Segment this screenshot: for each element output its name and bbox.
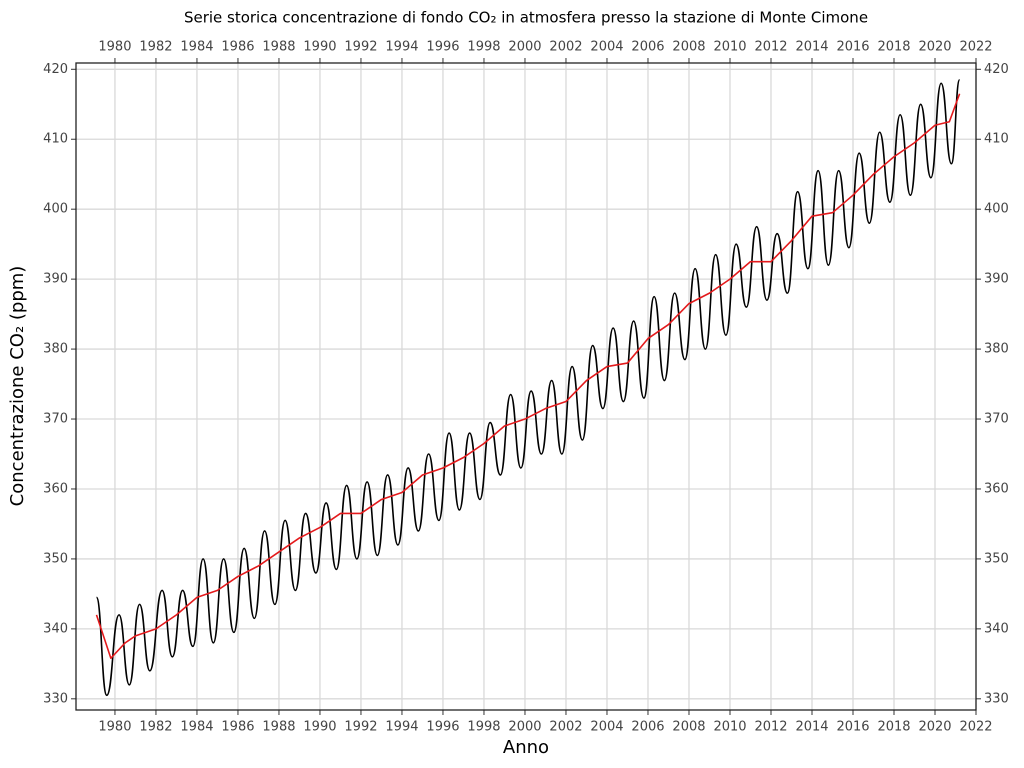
x-tick-label-top: 1992 xyxy=(344,40,377,55)
x-tick-label-top: 1982 xyxy=(139,40,172,55)
y-tick-label: 350 xyxy=(43,551,68,566)
x-tick-label-top: 1996 xyxy=(426,40,459,55)
x-tick-label-top: 2020 xyxy=(918,40,951,55)
series-line xyxy=(95,78,961,697)
x-tick-label-top: 2006 xyxy=(631,40,664,55)
x-tick-label: 2004 xyxy=(590,720,623,735)
y-tick-label: 370 xyxy=(43,412,68,427)
x-tick-label: 2022 xyxy=(959,720,992,735)
x-tick-label: 2006 xyxy=(631,720,664,735)
x-tick-label-top: 2014 xyxy=(795,40,828,55)
y-tick-label-right: 380 xyxy=(984,342,1009,357)
x-tick-label: 2002 xyxy=(549,720,582,735)
x-tick-label-top: 1988 xyxy=(262,40,295,55)
y-tick-label: 420 xyxy=(43,62,68,77)
x-tick-label-top: 1984 xyxy=(180,40,213,55)
y-tick-label: 340 xyxy=(43,621,68,636)
y-tick-label-right: 330 xyxy=(984,691,1009,706)
y-tick-label-right: 400 xyxy=(984,202,1009,217)
x-tick-label: 1990 xyxy=(303,720,336,735)
x-tick-label-top: 2008 xyxy=(672,40,705,55)
x-tick-label-top: 2004 xyxy=(590,40,623,55)
y-tick-label-right: 340 xyxy=(984,621,1009,636)
x-tick-label: 2012 xyxy=(754,720,787,735)
x-tick-label: 2010 xyxy=(713,720,746,735)
x-tick-label-top: 2012 xyxy=(754,40,787,55)
x-tick-label: 2014 xyxy=(795,720,828,735)
x-tick-label: 1994 xyxy=(385,720,418,735)
x-tick-label: 1986 xyxy=(221,720,254,735)
y-tick-label-right: 360 xyxy=(984,481,1009,496)
x-tick-label-top: 2010 xyxy=(713,40,746,55)
x-tick-label: 2008 xyxy=(672,720,705,735)
y-tick-label: 410 xyxy=(43,132,68,147)
x-tick-label: 1982 xyxy=(139,720,172,735)
x-tick-label: 1984 xyxy=(180,720,213,735)
y-axis-label: Concentrazione CO₂ (ppm) xyxy=(7,266,28,507)
x-tick-label-top: 1994 xyxy=(385,40,418,55)
x-axis-label: Anno xyxy=(503,737,549,758)
y-tick-label-right: 350 xyxy=(984,551,1009,566)
chart-title: Serie storica concentrazione di fondo CO… xyxy=(184,9,868,27)
x-tick-label: 1988 xyxy=(262,720,295,735)
x-tick-label-top: 1998 xyxy=(467,40,500,55)
y-tick-label: 330 xyxy=(43,691,68,706)
y-tick-label-right: 370 xyxy=(984,412,1009,427)
x-tick-label: 1996 xyxy=(426,720,459,735)
x-tick-label: 2018 xyxy=(877,720,910,735)
x-tick-label-top: 2022 xyxy=(959,40,992,55)
x-tick-label: 2016 xyxy=(836,720,869,735)
plot-frame xyxy=(75,62,977,711)
x-tick-label: 1992 xyxy=(344,720,377,735)
x-tick-label-top: 2018 xyxy=(877,40,910,55)
y-tick-label-right: 410 xyxy=(984,132,1009,147)
y-tick-label: 360 xyxy=(43,481,68,496)
x-tick-label: 2020 xyxy=(918,720,951,735)
x-tick-label: 1980 xyxy=(98,720,131,735)
x-tick-label-top: 2000 xyxy=(508,40,541,55)
x-tick-label-top: 1986 xyxy=(221,40,254,55)
x-tick-label-top: 2002 xyxy=(549,40,582,55)
x-tick-label: 2000 xyxy=(508,720,541,735)
y-tick-label: 380 xyxy=(43,342,68,357)
x-tick-label-top: 2016 xyxy=(836,40,869,55)
x-tick-label: 1998 xyxy=(467,720,500,735)
y-tick-label-right: 390 xyxy=(984,272,1009,287)
series-line xyxy=(95,93,961,660)
y-tick-label-right: 420 xyxy=(984,62,1009,77)
x-tick-label-top: 1980 xyxy=(98,40,131,55)
x-tick-label-top: 1990 xyxy=(303,40,336,55)
y-tick-label: 390 xyxy=(43,272,68,287)
y-tick-label: 400 xyxy=(43,202,68,217)
